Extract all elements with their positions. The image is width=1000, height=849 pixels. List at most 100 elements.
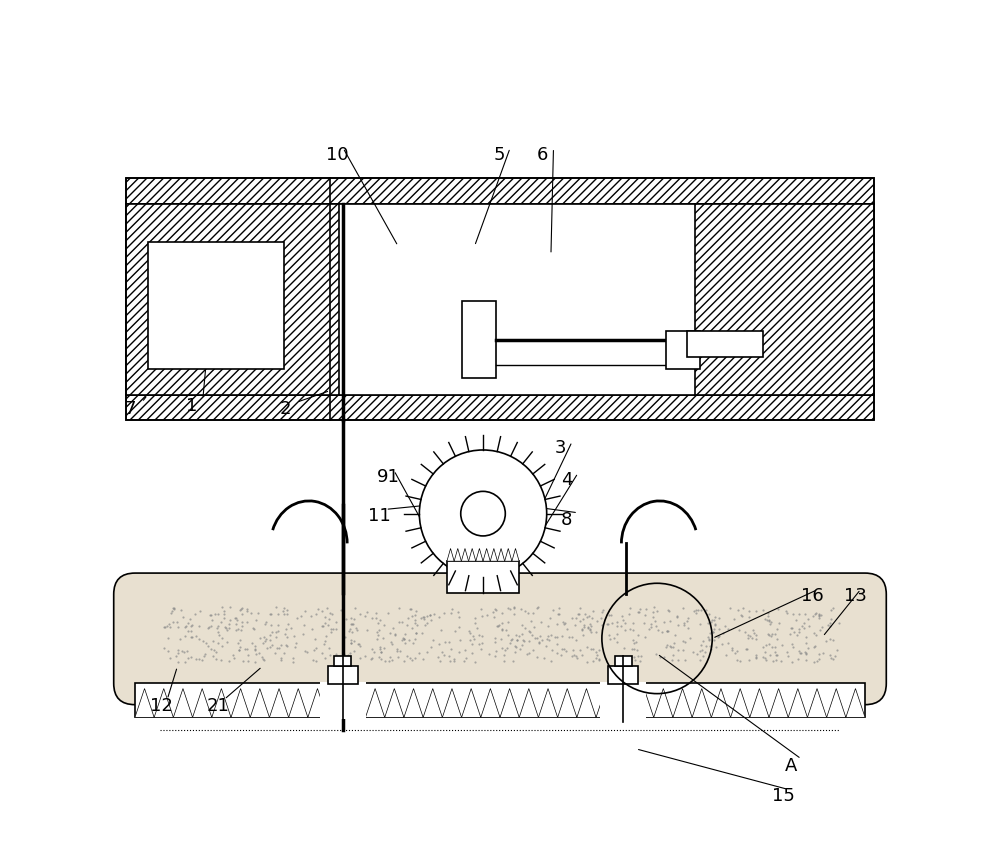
Point — [767, 645, 783, 659]
Point — [497, 643, 513, 656]
Point — [317, 610, 333, 624]
Point — [585, 604, 601, 618]
Point — [307, 632, 323, 645]
Point — [485, 605, 501, 619]
Point — [164, 604, 180, 617]
Point — [579, 610, 595, 624]
Point — [286, 629, 302, 643]
Point — [467, 655, 483, 669]
Point — [314, 646, 330, 660]
Point — [490, 620, 506, 633]
Point — [423, 613, 439, 627]
Point — [601, 608, 617, 621]
Point — [595, 604, 611, 617]
Text: 8: 8 — [561, 510, 573, 529]
Point — [822, 620, 838, 633]
Polygon shape — [577, 689, 596, 717]
Polygon shape — [558, 689, 577, 717]
Point — [529, 650, 545, 664]
Point — [579, 655, 595, 668]
Point — [617, 616, 633, 630]
Point — [794, 620, 810, 633]
Point — [637, 608, 653, 621]
Point — [359, 605, 375, 619]
Point — [762, 617, 778, 631]
Point — [347, 601, 363, 615]
Point — [622, 601, 638, 615]
Point — [544, 643, 560, 656]
Point — [580, 621, 596, 634]
Point — [806, 640, 822, 654]
Point — [340, 649, 356, 662]
Point — [514, 638, 530, 652]
Point — [425, 633, 441, 647]
Point — [173, 604, 189, 617]
Circle shape — [461, 492, 505, 536]
Point — [706, 614, 722, 627]
Point — [239, 643, 255, 656]
Point — [382, 627, 398, 640]
Point — [405, 637, 421, 650]
Point — [773, 655, 789, 668]
Point — [451, 621, 467, 634]
Point — [707, 610, 723, 624]
Point — [462, 626, 478, 639]
Point — [285, 651, 301, 665]
Point — [499, 641, 515, 655]
Bar — [126, 178, 874, 420]
Point — [628, 635, 644, 649]
Polygon shape — [750, 689, 769, 717]
Point — [232, 603, 248, 616]
Point — [407, 609, 423, 622]
Point — [517, 621, 533, 635]
Point — [741, 604, 757, 618]
Point — [434, 645, 450, 659]
Point — [811, 652, 827, 666]
Point — [170, 647, 186, 661]
Point — [496, 649, 512, 662]
Point — [708, 641, 724, 655]
Point — [488, 644, 504, 658]
Point — [159, 619, 175, 633]
Point — [216, 611, 232, 625]
Point — [293, 609, 309, 622]
Point — [701, 633, 717, 646]
Point — [524, 627, 540, 641]
Point — [277, 627, 293, 640]
Point — [180, 616, 196, 630]
Point — [270, 618, 286, 632]
Point — [675, 602, 691, 616]
Point — [404, 609, 420, 622]
Point — [822, 616, 838, 630]
Point — [323, 622, 339, 636]
Point — [273, 654, 289, 667]
Point — [765, 654, 781, 667]
Point — [643, 620, 659, 633]
Point — [381, 654, 397, 667]
Polygon shape — [846, 689, 865, 717]
Point — [217, 621, 233, 634]
Point — [557, 616, 573, 629]
Point — [689, 647, 705, 661]
Point — [432, 655, 448, 668]
Point — [456, 654, 472, 667]
Point — [369, 632, 385, 645]
Point — [385, 621, 401, 634]
Point — [745, 623, 761, 637]
Point — [230, 637, 246, 650]
Point — [372, 643, 388, 656]
Point — [516, 634, 532, 648]
Point — [505, 655, 521, 668]
Bar — [447, 561, 519, 593]
Point — [693, 638, 709, 652]
Polygon shape — [308, 689, 327, 717]
Point — [738, 642, 754, 655]
Point — [579, 640, 595, 654]
Point — [232, 641, 248, 655]
Point — [180, 651, 196, 665]
Point — [677, 635, 693, 649]
Text: 15: 15 — [772, 787, 795, 806]
Point — [234, 619, 250, 633]
Point — [268, 631, 284, 644]
Point — [706, 621, 722, 635]
